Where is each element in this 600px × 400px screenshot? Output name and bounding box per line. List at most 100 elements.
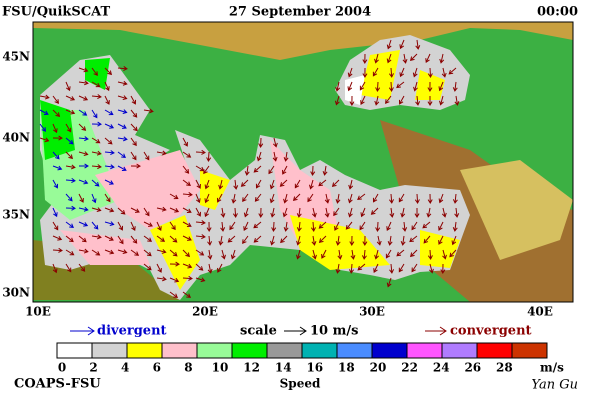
wind-arrow	[362, 53, 368, 64]
lat-label: 45N	[2, 50, 30, 64]
wind-arrow	[207, 263, 213, 274]
wind-arrow	[253, 235, 262, 243]
wind-arrow	[311, 207, 317, 218]
wind-arrow	[156, 263, 162, 273]
wind-arrow	[270, 207, 276, 218]
wind-arrow	[104, 150, 115, 156]
wind-arrow	[283, 193, 288, 204]
wind-arrow	[374, 53, 379, 64]
wind-arrow	[413, 81, 418, 92]
wind-arrow	[91, 221, 99, 230]
wind-arrow	[78, 95, 89, 101]
wind-arrow	[169, 235, 178, 243]
wind-arrow	[156, 249, 167, 254]
wind-arrow	[411, 221, 418, 231]
wind-arrow	[372, 193, 379, 203]
wind-arrow	[195, 249, 205, 256]
wind-arrow	[130, 163, 141, 169]
lat-label: 40N	[2, 131, 30, 145]
wind-arrow	[104, 109, 114, 116]
wind-arrow	[324, 207, 330, 218]
wind-arrow	[360, 95, 366, 105]
colorbar-swatch	[441, 342, 478, 359]
colorbar-unit: m/s	[540, 361, 564, 375]
wind-arrow	[65, 95, 76, 101]
wind-arrow	[65, 221, 74, 228]
colorbar: 0 2 4 6 8 10 12 14 16 18 20 22 24 26 28	[56, 342, 548, 375]
wind-arrow	[91, 94, 102, 100]
wind-arrow	[269, 193, 275, 204]
wind-arrow	[374, 249, 379, 260]
wind-arrow	[156, 206, 167, 212]
wind-arrow	[398, 193, 405, 203]
wind-arrow	[296, 235, 301, 246]
wind-arrow	[427, 249, 433, 260]
wind-arrow	[451, 235, 457, 246]
wind-arrow	[130, 221, 136, 232]
wind-arrow	[388, 67, 394, 78]
lat-label: 30N	[2, 286, 30, 300]
legend-scale-value: 10 m/s	[310, 324, 358, 339]
wind-arrow	[117, 249, 128, 255]
wind-arrow	[253, 165, 262, 173]
wind-arrow	[282, 165, 288, 175]
wind-arrow	[229, 221, 236, 231]
colorbar-tick-label: 22	[401, 361, 418, 375]
wind-arrow	[169, 193, 179, 200]
wind-arrow	[361, 249, 367, 260]
wind-arrow	[376, 235, 382, 246]
wind-arrow	[422, 221, 431, 229]
wind-arrow	[414, 193, 420, 204]
wind-arrow	[312, 249, 317, 260]
colorbar-tick-label: 20	[370, 361, 387, 375]
wind-arrow	[439, 95, 444, 106]
wind-arrow	[65, 151, 74, 160]
wind-arrow	[52, 109, 61, 117]
wind-arrow	[216, 193, 223, 203]
colorbar-swatch	[126, 342, 163, 359]
wind-arrow	[414, 207, 420, 218]
wind-arrow	[347, 81, 353, 92]
wind-arrow	[104, 123, 115, 129]
wind-arrow	[279, 179, 288, 187]
wind-arrow	[438, 221, 444, 231]
wind-arrow	[104, 207, 115, 213]
wind-arrow	[130, 207, 140, 213]
wind-arrow	[282, 207, 288, 218]
wind-arrow	[240, 179, 249, 187]
wind-arrow	[410, 249, 418, 258]
wind-arrow	[39, 137, 50, 143]
wind-arrow	[374, 95, 380, 106]
wind-arrow	[310, 165, 316, 176]
wind-arrow	[130, 95, 137, 105]
wind-arrow	[52, 207, 58, 218]
wind-arrow	[449, 249, 457, 258]
wind-arrow	[345, 221, 353, 230]
wind-arrow	[195, 179, 201, 189]
wind-arrow	[415, 95, 421, 106]
wind-arrow	[427, 95, 433, 106]
wind-arrow	[182, 235, 192, 241]
wind-arrow	[218, 235, 224, 246]
wind-arrow	[91, 137, 101, 144]
wind-arrow	[362, 67, 368, 78]
lon-label: 20E	[192, 305, 218, 319]
wind-arrow	[104, 221, 115, 226]
wind-arrow	[372, 67, 379, 77]
wind-arrow	[427, 67, 433, 78]
wind-arrow	[91, 67, 98, 77]
wind-arrow	[349, 95, 355, 106]
wind-arrow	[258, 207, 264, 218]
wind-arrow	[442, 249, 447, 260]
wind-arrow	[104, 235, 114, 241]
colorbar-swatch	[266, 342, 303, 359]
wind-arrow	[441, 67, 447, 78]
wind-arrow	[117, 66, 128, 72]
wind-arrow	[308, 179, 314, 190]
wind-arrow	[296, 207, 302, 218]
wind-arrow	[156, 235, 166, 242]
wind-arrow	[117, 95, 128, 101]
colorbar-swatch	[196, 342, 233, 359]
wind-arrow	[117, 109, 128, 115]
wind-arrow	[143, 249, 152, 257]
